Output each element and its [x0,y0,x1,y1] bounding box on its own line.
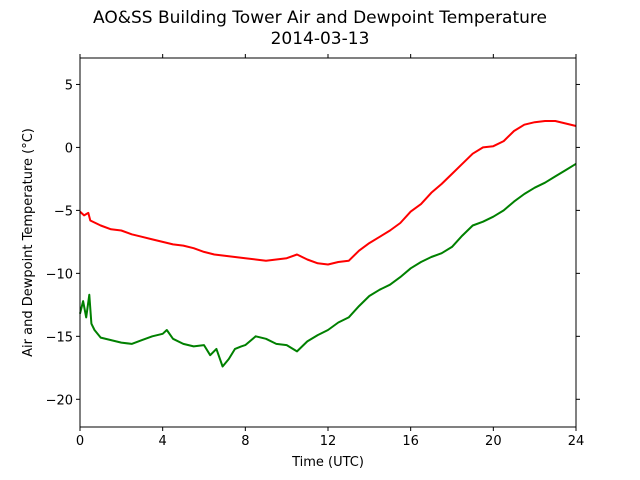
y-axis-label: Air and Dewpoint Temperature (°C) [21,128,36,357]
y-tick-label: −15 [46,330,73,345]
series-line-1 [79,120,577,266]
plot-area-frame [79,57,577,428]
x-axis-label: Time (UTC) [291,455,364,470]
chart-title: AO&SS Building Tower Air and Dewpoint Te… [92,8,547,28]
x-tick-label: 16 [402,434,419,449]
series-line-2 [79,162,577,368]
x-tick-label: 20 [485,434,502,449]
y-tick-label: 5 [65,78,73,93]
y-tick-label: −20 [46,393,73,408]
y-tick-label: −5 [54,204,73,219]
x-tick-label: 24 [568,434,585,449]
chart-subtitle: 2014-03-13 [270,29,370,49]
x-tick-label: 4 [159,434,167,449]
x-tick-label: 0 [76,434,84,449]
y-tick-label: −10 [46,267,73,282]
y-tick-label: 0 [65,141,73,156]
x-tick-label: 12 [320,434,337,449]
x-tick-label: 8 [241,434,249,449]
